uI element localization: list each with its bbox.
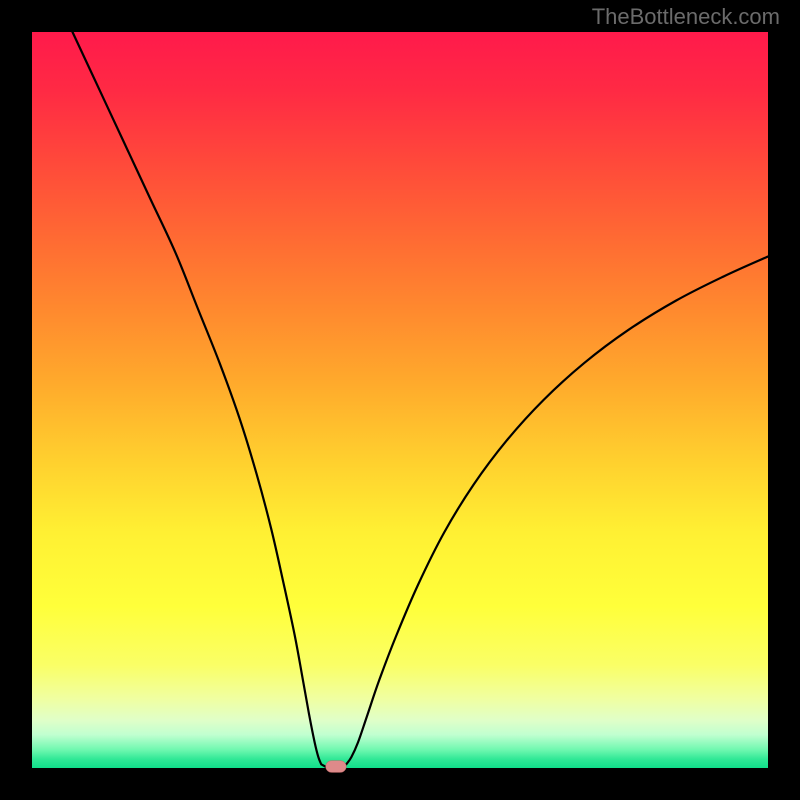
bottleneck-chart <box>0 0 800 800</box>
plot-background <box>32 32 768 768</box>
chart-container: TheBottleneck.com <box>0 0 800 800</box>
optimum-marker <box>326 761 347 773</box>
